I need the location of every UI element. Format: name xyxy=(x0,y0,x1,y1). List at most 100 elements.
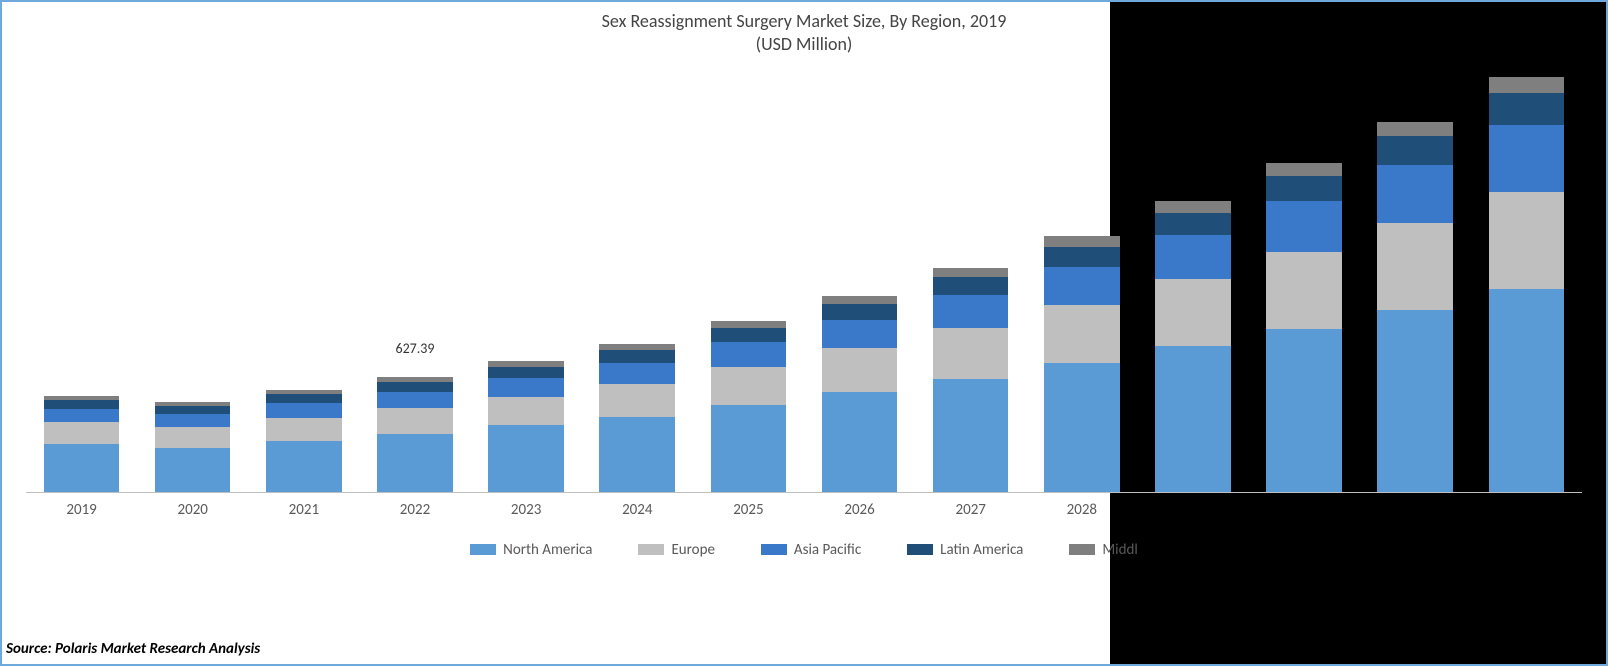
x-axis-label xyxy=(1471,501,1582,519)
bar-slot xyxy=(915,268,1026,492)
chart-title: Sex Reassignment Surgery Market Size, By… xyxy=(20,10,1588,57)
bar-segment xyxy=(44,400,120,409)
bar-segment xyxy=(711,405,787,492)
x-axis-label: 2026 xyxy=(804,501,915,519)
legend-label: Asia Pacific xyxy=(794,541,861,559)
bar-segment xyxy=(1377,223,1453,310)
legend-item: Asia Pacific xyxy=(761,541,861,559)
bar-segment xyxy=(1266,252,1342,329)
x-axis-label: 2028 xyxy=(1026,501,1137,519)
bar-segment xyxy=(1489,93,1565,125)
bar-segment xyxy=(1377,136,1453,165)
bar-segment xyxy=(711,342,787,367)
legend-swatch xyxy=(1069,544,1095,555)
bar-segment xyxy=(1377,310,1453,492)
x-axis-label: 2027 xyxy=(915,501,1026,519)
bar-segment xyxy=(1377,122,1453,136)
bar-segment xyxy=(488,378,564,396)
bar-segment xyxy=(377,434,453,492)
legend-swatch xyxy=(638,544,664,555)
bar-segment xyxy=(1155,213,1231,236)
bar-segment xyxy=(1266,176,1342,202)
x-axis-label: 2022 xyxy=(359,501,470,519)
x-axis: 2019202020212022202320242025202620272028 xyxy=(26,501,1582,519)
bar-segment xyxy=(1155,201,1231,212)
bar-segment xyxy=(933,277,1009,295)
bar-segment xyxy=(599,384,675,417)
chart-container: Sex Reassignment Surgery Market Size, By… xyxy=(20,10,1588,616)
bar-segment xyxy=(377,382,453,392)
bar-segment xyxy=(44,444,120,492)
bar-segment xyxy=(822,320,898,349)
stacked-bar xyxy=(933,268,1009,492)
bar-segment xyxy=(1489,289,1565,491)
x-axis-label: 2025 xyxy=(693,501,804,519)
bar-segment xyxy=(266,441,342,492)
legend-item: North America xyxy=(470,541,592,559)
bar-slot xyxy=(1471,77,1582,491)
bar-segment xyxy=(377,408,453,434)
stacked-bar xyxy=(377,377,453,491)
bar-segment xyxy=(1489,77,1565,92)
bar-segment xyxy=(1489,125,1565,192)
stacked-bar xyxy=(822,296,898,492)
stacked-bar xyxy=(155,402,231,491)
stacked-bar xyxy=(1155,201,1231,492)
bar-segment xyxy=(155,448,231,492)
bar-segment xyxy=(1377,165,1453,224)
stacked-bar xyxy=(599,344,675,492)
stacked-bar xyxy=(1377,122,1453,492)
bar-slot xyxy=(582,344,693,492)
bar-segment xyxy=(155,414,231,427)
stacked-bar xyxy=(711,321,787,492)
bar-segment xyxy=(933,328,1009,379)
bar-segment xyxy=(1155,346,1231,491)
bar-slot: 627.39 xyxy=(359,377,470,491)
bar-segment xyxy=(377,392,453,408)
bar-segment xyxy=(933,268,1009,277)
legend-swatch xyxy=(761,544,787,555)
bar-slot xyxy=(1360,122,1471,492)
x-axis-label: 2023 xyxy=(471,501,582,519)
bar-slot xyxy=(1249,163,1360,492)
title-line2: (USD Million) xyxy=(756,33,853,55)
bar-slot xyxy=(1137,201,1248,492)
x-axis-label: 2019 xyxy=(26,501,137,519)
bar-segment xyxy=(1489,192,1565,290)
bar-segment xyxy=(1044,267,1120,305)
bar-segment xyxy=(1266,201,1342,252)
bar-value-label: 627.39 xyxy=(395,340,434,357)
x-axis-label: 2020 xyxy=(137,501,248,519)
bar-segment xyxy=(44,422,120,444)
bar-segment xyxy=(599,363,675,384)
bar-segment xyxy=(822,296,898,304)
bar-segment xyxy=(488,425,564,491)
stacked-bar xyxy=(44,396,120,492)
bar-segment xyxy=(599,417,675,492)
bar-segment xyxy=(1155,279,1231,346)
bar-segment xyxy=(488,397,564,426)
x-axis-label: 2021 xyxy=(248,501,359,519)
bar-slot xyxy=(471,361,582,491)
bar-segment xyxy=(711,321,787,328)
plot-area: 627.39 xyxy=(26,63,1582,493)
bar-segment xyxy=(266,403,342,417)
bar-segment xyxy=(1044,305,1120,364)
legend-swatch xyxy=(907,544,933,555)
bar-segment xyxy=(1155,235,1231,279)
source-caption: Source: Polaris Market Research Analysis xyxy=(6,640,260,658)
bar-slot xyxy=(1026,236,1137,491)
bar-segment xyxy=(266,394,342,403)
bar-segment xyxy=(1044,363,1120,491)
stacked-bar xyxy=(488,361,564,491)
legend-label: Europe xyxy=(671,541,714,559)
legend-item: Middl xyxy=(1069,541,1137,559)
legend-item: Europe xyxy=(638,541,714,559)
legend-swatch xyxy=(470,544,496,555)
x-axis-label xyxy=(1360,501,1471,519)
bar-segment xyxy=(266,418,342,441)
stacked-bar xyxy=(1489,77,1565,491)
bars-row: 627.39 xyxy=(26,63,1582,493)
x-axis-label xyxy=(1249,501,1360,519)
bar-segment xyxy=(155,406,231,414)
